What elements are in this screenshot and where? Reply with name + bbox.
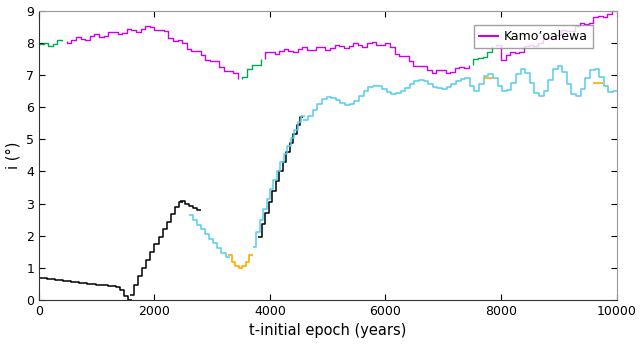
Y-axis label: i (°): i (°) <box>6 142 21 169</box>
X-axis label: t-initial epoch (years): t-initial epoch (years) <box>249 323 406 338</box>
Legend: Kamo’oalewa: Kamo’oalewa <box>474 25 593 49</box>
